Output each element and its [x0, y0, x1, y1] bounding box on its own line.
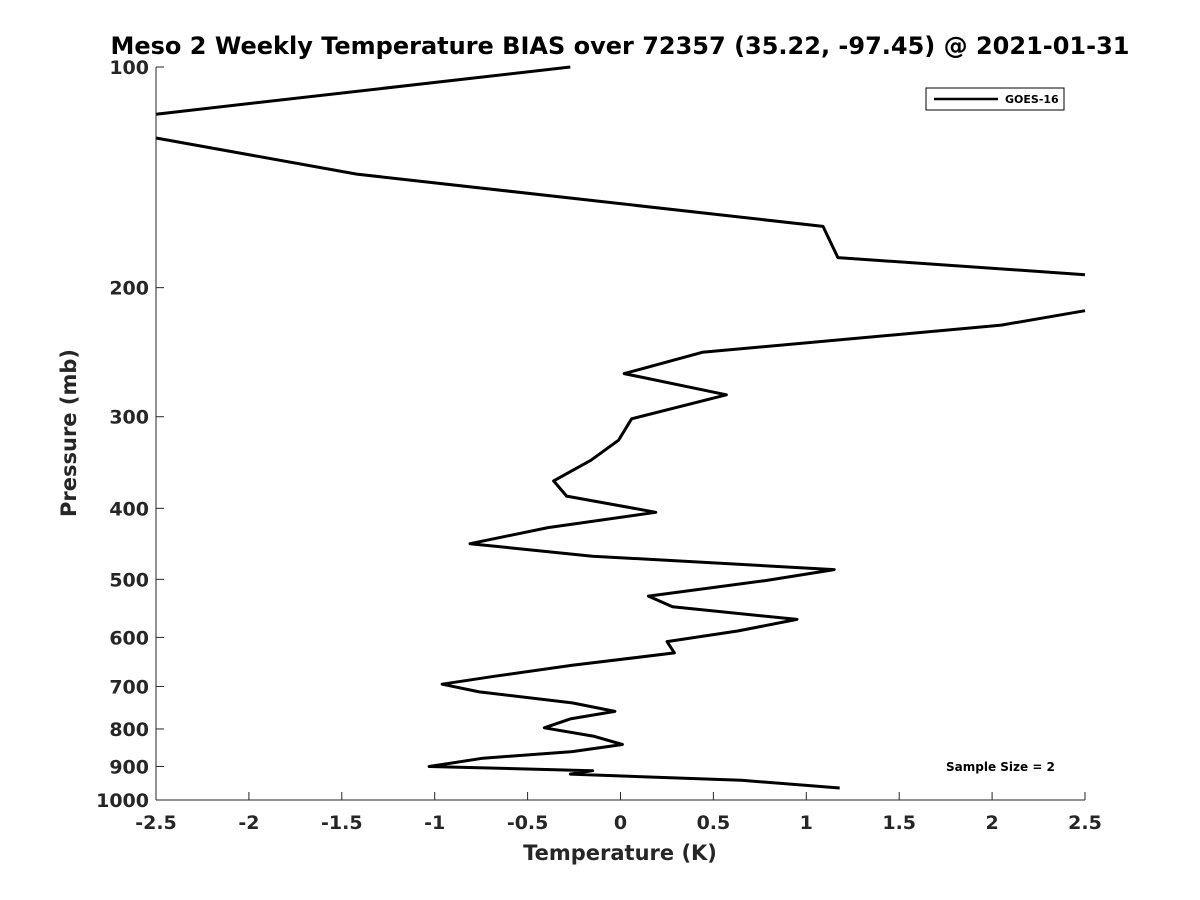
y-axis-label: Pressure (mb) [57, 349, 81, 517]
legend-entry-goes-16: GOES-16 [1005, 93, 1059, 106]
y-tick-label: 300 [109, 407, 149, 429]
series-layer [155, 65, 1086, 790]
sample-size-annotation: Sample Size = 2 [946, 760, 1055, 774]
x-tick-label: 0.5 [697, 812, 731, 834]
y-tick-label: 600 [109, 627, 149, 649]
x-tick-label: -2 [238, 812, 259, 834]
y-tick-label: 900 [109, 756, 149, 778]
x-tick-label: -0.5 [507, 812, 549, 834]
x-tick-label: -1 [424, 812, 445, 834]
x-axis-label: Temperature (K) [523, 841, 717, 865]
x-tick-label: 1 [800, 812, 813, 834]
x-tick-label: -2.5 [135, 812, 177, 834]
series-line-goes-16-segment-1 [155, 65, 571, 116]
y-tick-label: 100 [109, 57, 149, 79]
series-line-goes-16-segment-2 [155, 136, 1086, 277]
x-tick-label: 0 [614, 812, 627, 834]
y-tick-label: 400 [109, 498, 149, 520]
y-tick-label: 700 [109, 676, 149, 698]
y-tick-label: 500 [109, 569, 149, 591]
x-tick-label: 2.5 [1068, 812, 1102, 834]
x-tick-label: 1.5 [882, 812, 916, 834]
chart-title: Meso 2 Weekly Temperature BIAS over 7235… [110, 32, 1129, 60]
series-line-goes-16-segment-3 [427, 309, 1086, 790]
y-tick-label: 1000 [96, 790, 149, 812]
y-tick-label: 800 [109, 719, 149, 741]
y-tick-label: 200 [109, 278, 149, 300]
x-tick-label: -1.5 [321, 812, 363, 834]
ticks-layer: -2.5 -2 -1.5 -1 -0.5 0 0.5 1 1.5 2 2.5 100 200 300 400… [96, 57, 1102, 834]
legend: GOES-16 [925, 87, 1065, 111]
x-tick-label: 2 [985, 812, 998, 834]
